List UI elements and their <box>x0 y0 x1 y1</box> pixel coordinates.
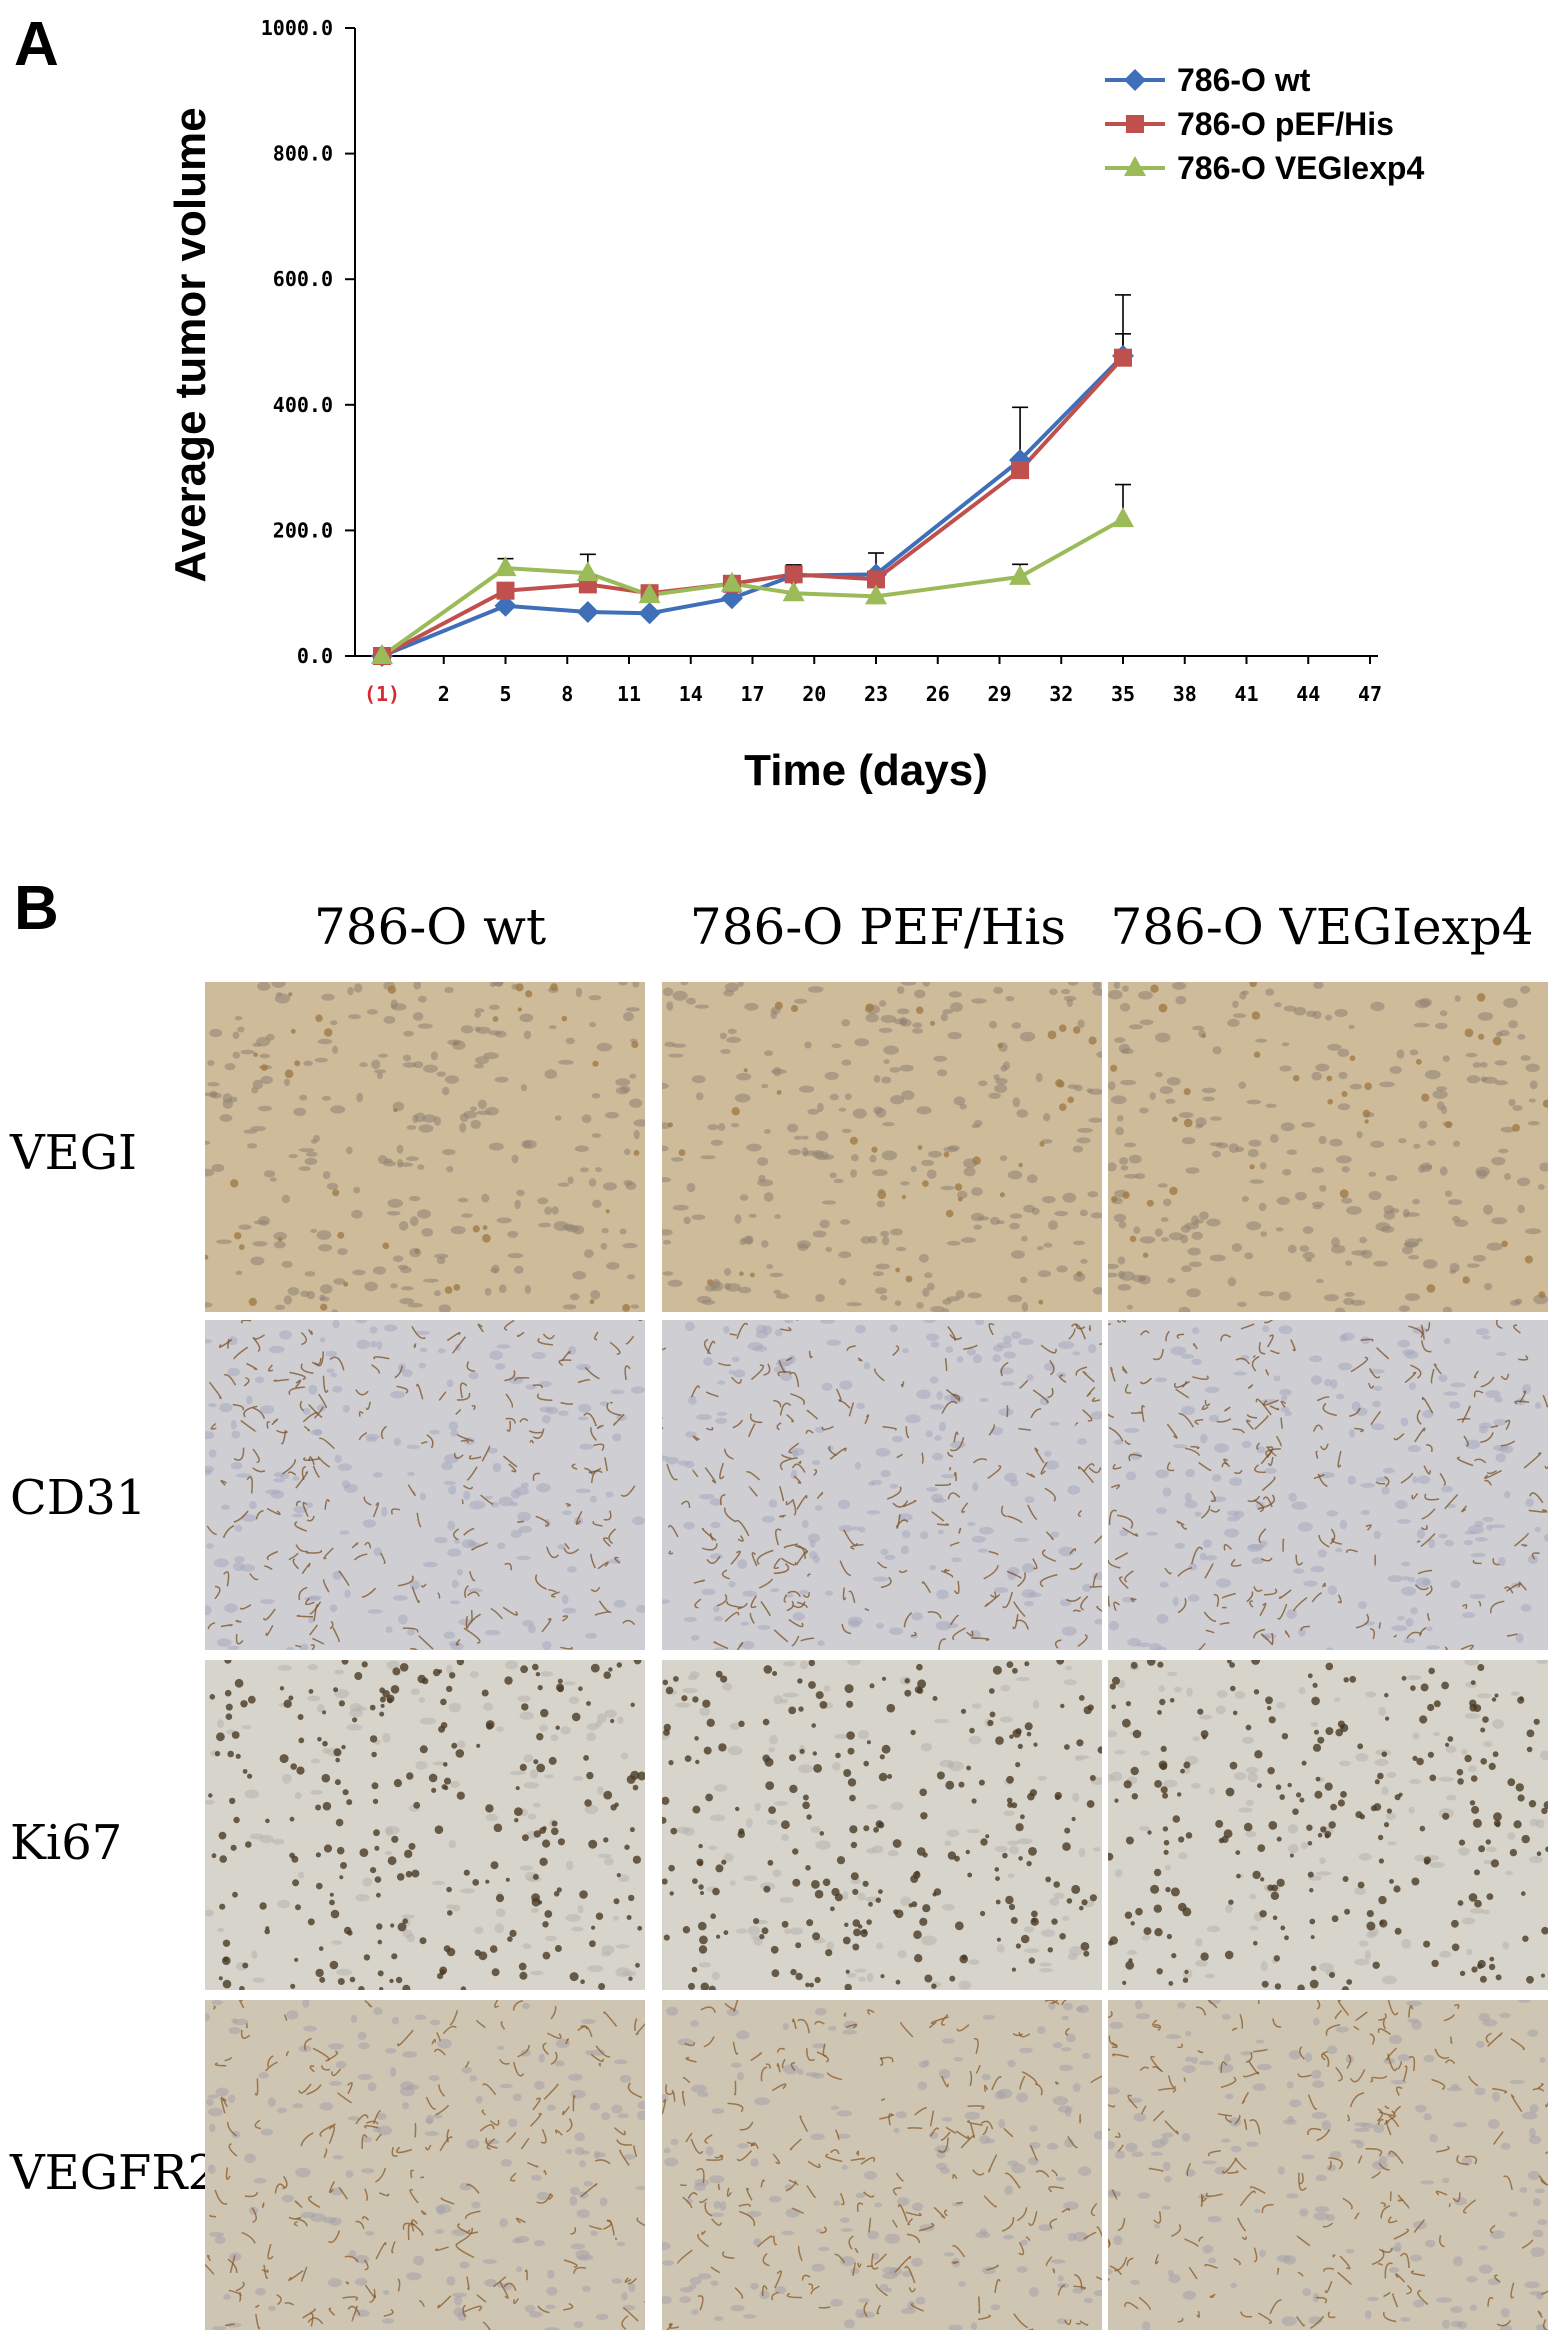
series-markers-0 <box>371 344 1134 667</box>
data-point <box>496 581 515 600</box>
x-tick-label: 41 <box>1234 682 1258 706</box>
micrograph-cd31-2 <box>662 1320 1102 1650</box>
data-point <box>1114 348 1132 367</box>
data-point <box>865 584 887 605</box>
x-tick-label: 11 <box>617 682 641 706</box>
column-header-pef-his: 786-O PEF/His <box>689 898 1067 956</box>
y-tick-label: 200.0 <box>273 518 333 542</box>
x-tick-label: 47 <box>1358 682 1382 706</box>
x-tick-label: 38 <box>1173 682 1197 706</box>
micrograph-ki67-2 <box>662 1660 1102 1990</box>
x-tick-label: (1) <box>364 682 400 706</box>
legend-marker <box>1124 156 1146 176</box>
micrograph-vegfr2-2 <box>662 2000 1102 2330</box>
data-point <box>494 594 517 617</box>
data-point <box>494 556 517 577</box>
panel-b-letter: B <box>14 874 59 943</box>
y-tick-label: 1000.0 <box>261 16 333 40</box>
row-label-vegi: VEGI <box>10 1125 138 1181</box>
data-point <box>720 571 743 592</box>
series-markers-2 <box>371 507 1134 664</box>
data-point <box>576 601 599 624</box>
micrograph-vegfr2-3 <box>1108 2000 1548 2330</box>
series-line-0 <box>381 354 1125 658</box>
data-point <box>782 581 805 602</box>
micrograph-cd31-1 <box>205 1320 645 1650</box>
row-label-ki67: Ki67 <box>10 1815 123 1871</box>
y-tick-label: 400.0 <box>273 393 333 417</box>
x-tick-label: 2 <box>438 682 450 706</box>
data-point <box>576 561 599 582</box>
series-2 <box>497 483 1131 577</box>
micrograph-vegi-2 <box>662 982 1102 1312</box>
series-markers-1 <box>373 348 1132 665</box>
legend-label: 786-O pEF/His <box>1177 106 1394 142</box>
data-point <box>638 583 661 604</box>
legend-label: 786-O wt <box>1177 62 1311 98</box>
y-axis-title: Average tumor volume <box>166 107 215 582</box>
micrograph-vegi-1 <box>205 982 645 1312</box>
x-tick-label: 5 <box>499 682 511 706</box>
panel-a-letter: A <box>14 10 59 79</box>
data-point <box>1112 507 1134 528</box>
x-tick-label: 23 <box>864 682 888 706</box>
y-tick-label: 600.0 <box>273 267 333 291</box>
x-tick-label: 29 <box>987 682 1011 706</box>
x-tick-label: 20 <box>802 682 826 706</box>
data-point <box>371 644 393 664</box>
y-tick-label: 0.0 <box>297 644 333 668</box>
row-label-vegfr2: VEGFR2 <box>10 2145 219 2201</box>
legend-marker <box>1124 69 1146 91</box>
x-tick-label: 14 <box>679 682 703 706</box>
data-point <box>638 602 661 625</box>
x-tick-label: 17 <box>740 682 764 706</box>
column-header-vegiexp4: 786-O VEGIexp4 <box>1110 898 1534 956</box>
micrograph-ki67-3 <box>1108 1660 1548 1990</box>
micrograph-cd31-3 <box>1108 1320 1548 1650</box>
column-header-wt: 786-O wt <box>313 898 547 956</box>
row-label-cd31: CD31 <box>10 1470 147 1526</box>
series-line-2 <box>380 517 1124 658</box>
x-tick-label: 8 <box>561 682 573 706</box>
tumor-volume-chart: 0.0 200.0 400.0 600.0 800.0 1000.0 (1) 2 5 8 11 14 1… <box>166 16 1424 795</box>
legend-label: 786-O VEGIexp4 <box>1177 150 1424 186</box>
data-point <box>1009 564 1032 585</box>
y-tick-label: 800.0 <box>273 142 333 166</box>
micrograph-vegi-3 <box>1108 982 1548 1312</box>
x-tick-label: 32 <box>1049 682 1073 706</box>
micrograph-vegfr2-1 <box>205 2000 645 2330</box>
series-1 <box>785 294 1131 580</box>
micrograph-ki67-1 <box>205 1660 645 1990</box>
x-tick-label: 44 <box>1296 682 1320 706</box>
data-point <box>867 570 885 589</box>
x-axis-title: Time (days) <box>744 746 988 795</box>
legend-marker <box>1126 115 1144 133</box>
x-tick-label: 35 <box>1111 682 1135 706</box>
data-point <box>784 565 803 584</box>
x-tick-label: 26 <box>926 682 950 706</box>
data-point <box>1011 461 1030 480</box>
